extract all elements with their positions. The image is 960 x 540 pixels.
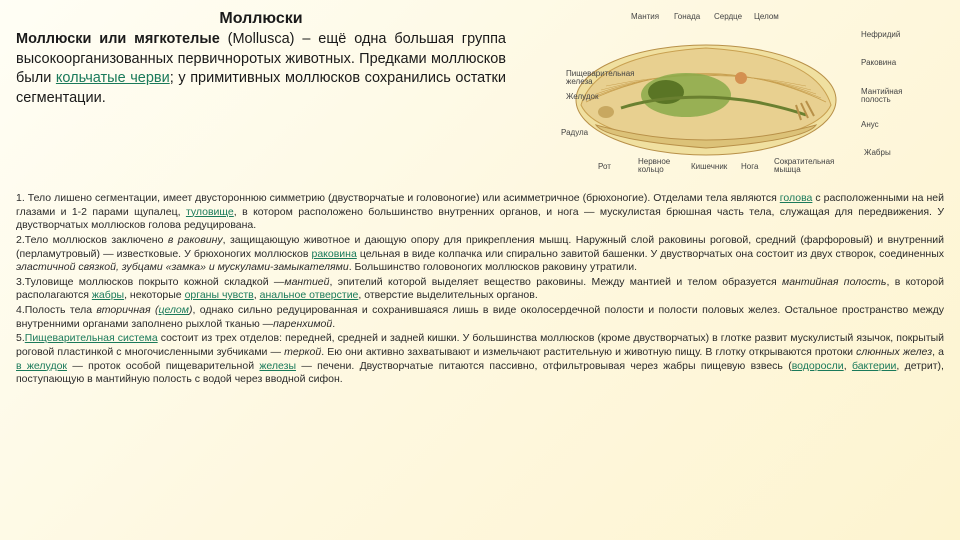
label-mantiya: Мантия [631,12,659,21]
link-tulovishche: туловище [186,206,234,218]
label-radula: Радула [561,128,588,137]
label-sokratitelnaya: Сократительная мышца [774,158,834,174]
label-noga: Нога [741,162,758,171]
shell-svg [566,30,846,160]
link-organy: органы чувств [185,289,254,301]
label-zheludok: Желудок [566,92,599,101]
link-celom: целом [158,304,188,316]
link-pishchevar: Пищеварительная система [25,332,158,344]
para-1: 1. Тело лишено сегментации, имеет двусто… [16,192,944,233]
intro-link: кольчатые черви [56,70,170,86]
para-4: 4.Полость тела вторичная (целом), однако… [16,304,944,331]
intro-text-block: Моллюски Моллюски или мягкотелые (Mollus… [16,10,516,180]
label-serdce: Сердце [714,12,742,21]
link-analnoe: анальное отверстие [260,289,359,301]
intro-paragraph: Моллюски или мягкотелые (Mollusca) – ещё… [16,30,506,108]
link-bakterii: бактерии [852,360,896,372]
para-3: 3.Туловище моллюсков покрыто кожной скла… [16,276,944,303]
para-5: 5.Пищеварительная система состоит из тре… [16,332,944,387]
label-mantiynaya: Мантийная полость [861,88,911,104]
label-gonada: Гонада [674,12,700,21]
label-kishechnik: Кишечник [691,162,727,171]
label-nefridiy: Нефридий [861,30,900,39]
label-anus: Анус [861,120,879,129]
link-golova: голова [780,192,813,204]
label-pishchevar: Пищеварительная железа [566,70,646,86]
page-title: Моллюски [16,10,506,28]
intro-bold: Моллюски или мягкотелые [16,31,220,47]
label-rakovina: Раковина [861,58,896,67]
label-zhabry: Жабры [864,148,891,157]
link-zheludok: в желудок [16,360,67,372]
link-rakovina: раковина [311,248,356,260]
label-nervnoe: Нервное кольцо [638,158,678,174]
para-2: 2.Тело моллюсков заключено в раковину, з… [16,234,944,275]
body-text: 1. Тело лишено сегментации, имеет двусто… [0,188,960,398]
link-zhabry: жабры [92,289,124,301]
label-rot: Рот [598,162,611,171]
link-vodorosli: водоросли [792,360,844,372]
label-celom: Целом [754,12,779,21]
link-zhelezy: железы [259,360,296,372]
intro-latin: (Mollusca) [228,31,295,47]
mollusc-diagram: Мантия Гонада Сердце Целом Нефридий Рако… [516,10,944,180]
